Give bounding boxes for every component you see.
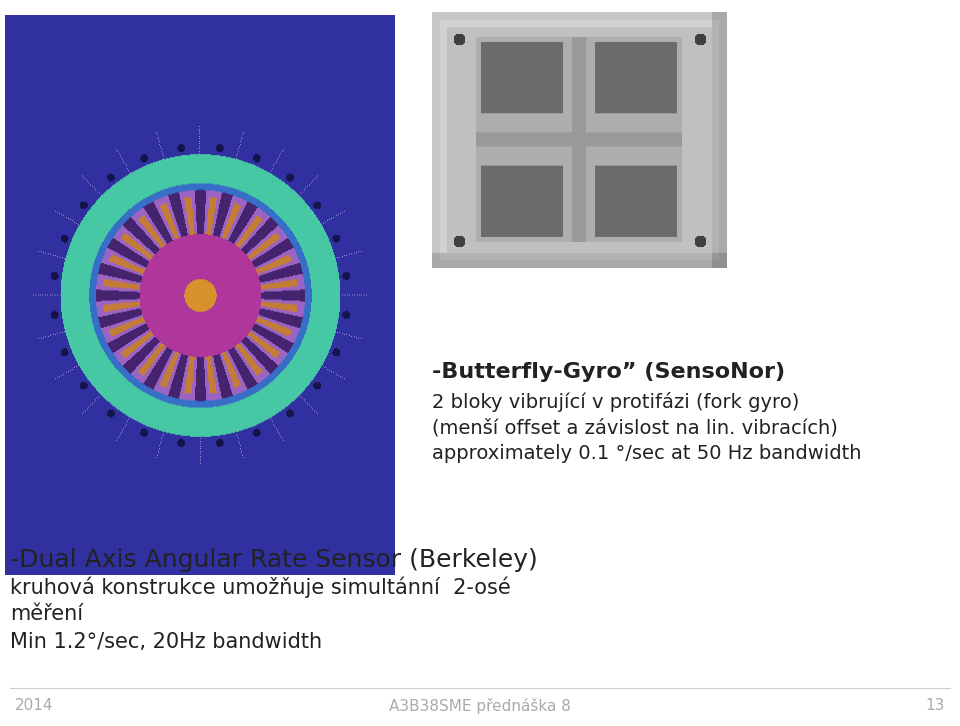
Text: 13: 13 [925,698,945,714]
Text: kruhová konstrukce umožňuje simultánní  2-osé: kruhová konstrukce umožňuje simultánní 2… [10,576,511,597]
Text: (menší offset a závislost na lin. vibracích): (menší offset a závislost na lin. vibrac… [432,418,838,437]
Text: A3B38SME přednáška 8: A3B38SME přednáška 8 [389,698,571,714]
Text: 2 bloky vibrující v protifázi (fork gyro): 2 bloky vibrující v protifázi (fork gyro… [432,392,800,412]
Text: approximately 0.1 °/sec at 50 Hz bandwidth: approximately 0.1 °/sec at 50 Hz bandwid… [432,444,861,463]
Text: -Butterfly-Gyro” (SensoNor): -Butterfly-Gyro” (SensoNor) [432,362,785,382]
Text: měření: měření [10,604,84,624]
Text: -Dual Axis Angular Rate Sensor (Berkeley): -Dual Axis Angular Rate Sensor (Berkeley… [10,548,538,572]
Text: 2014: 2014 [15,698,54,714]
Text: Min 1.2°/sec, 20Hz bandwidth: Min 1.2°/sec, 20Hz bandwidth [10,632,323,652]
